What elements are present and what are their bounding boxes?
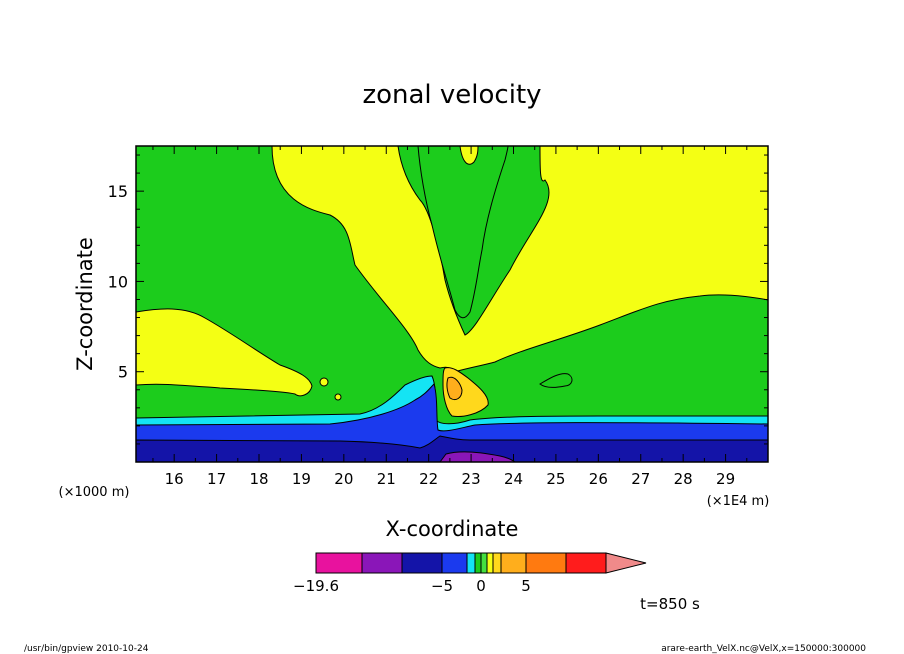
colorbar-label: 5 (521, 577, 531, 595)
x-tick-label: 28 (674, 470, 693, 488)
colorbar-label: −19.6 (293, 577, 339, 595)
y-axis-label: Z-coordinate (73, 237, 97, 371)
colorbar-swatch (500, 552, 527, 574)
x-axis-label: X-coordinate (386, 517, 519, 541)
region-strong-negative (136, 435, 768, 462)
colorbar-labels: −19.6 −5 0 5 (293, 577, 531, 595)
region-near-zero-tongue (417, 146, 509, 319)
x-axis-ticks: 16 17 18 19 20 21 22 23 24 25 26 27 28 29 (152, 146, 748, 488)
y-axis-ticks: 5 10 15 (108, 154, 768, 445)
x-unit-note: (×1E4 m) (707, 494, 770, 509)
y-tick-label: 15 (108, 182, 128, 201)
colorbar-extend-triangle (605, 552, 647, 574)
time-label: t=850 s (640, 595, 700, 613)
x-tick-label: 22 (419, 470, 438, 488)
region-weak-positive-left (136, 308, 313, 397)
footer-left: /usr/bin/gpview 2010-10-24 (24, 644, 149, 654)
x-tick-label: 26 (589, 470, 608, 488)
region-positive-max (446, 376, 463, 401)
region-weak-positive-top (271, 146, 768, 373)
x-tick-label: 19 (292, 470, 311, 488)
region-weak-positive-island (319, 377, 329, 387)
y-tick-label: 5 (118, 363, 128, 382)
colorbar-swatch (441, 552, 468, 574)
colorbar-swatch (466, 552, 476, 574)
colorbar-label: −5 (431, 577, 453, 595)
colorbar-swatch (480, 552, 488, 574)
x-tick-label: 18 (249, 470, 268, 488)
x-tick-label: 21 (377, 470, 396, 488)
colorbar-swatch (361, 552, 403, 574)
colorbar (315, 552, 647, 574)
region-weak-positive-island (334, 393, 342, 401)
x-tick-label: 23 (462, 470, 481, 488)
x-tick-label: 24 (504, 470, 523, 488)
footer-right: arare-earth_VelX.nc@VelX,x=150000:300000 (661, 644, 866, 654)
x-tick-label: 29 (716, 470, 735, 488)
colorbar-swatch (565, 552, 607, 574)
colorbar-swatch (315, 552, 363, 574)
chart-title: zonal velocity (362, 80, 541, 110)
plot-frame (135, 145, 769, 463)
colorbar-swatch (525, 552, 567, 574)
x-tick-label: 25 (546, 470, 565, 488)
colorbar-swatch (474, 552, 482, 574)
colorbar-label: 0 (476, 577, 486, 595)
x-tick-label: 20 (334, 470, 353, 488)
y-unit-note: (×1000 m) (59, 485, 130, 500)
colorbar-swatch (486, 552, 494, 574)
x-tick-label: 27 (631, 470, 650, 488)
x-tick-label: 17 (207, 470, 226, 488)
contour-fills (136, 146, 768, 462)
colorbar-swatch (401, 552, 443, 574)
colorbar-swatch (492, 552, 502, 574)
y-tick-label: 10 (108, 272, 128, 291)
region-weak-positive-top-notch (459, 146, 479, 165)
x-tick-label: 16 (165, 470, 184, 488)
contour-bump (539, 373, 573, 388)
